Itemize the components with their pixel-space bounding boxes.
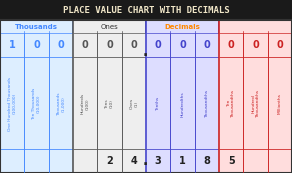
FancyBboxPatch shape [0,33,24,57]
FancyBboxPatch shape [73,20,146,173]
FancyBboxPatch shape [170,33,195,57]
FancyBboxPatch shape [243,33,268,57]
FancyBboxPatch shape [24,33,49,57]
FancyBboxPatch shape [0,20,73,173]
FancyBboxPatch shape [146,149,170,173]
FancyBboxPatch shape [122,33,146,57]
FancyBboxPatch shape [49,33,73,57]
Text: 0: 0 [228,40,234,50]
Text: Thousandths: Thousandths [205,90,209,118]
FancyBboxPatch shape [195,33,219,57]
FancyBboxPatch shape [49,149,73,173]
FancyBboxPatch shape [268,33,292,57]
FancyBboxPatch shape [195,149,219,173]
FancyBboxPatch shape [24,57,49,149]
Text: 8: 8 [204,156,210,166]
Text: PLACE VALUE CHART WITH DECIMALS: PLACE VALUE CHART WITH DECIMALS [63,6,229,15]
FancyBboxPatch shape [0,0,292,20]
Text: Ten
Thousandths: Ten Thousandths [227,90,235,118]
FancyBboxPatch shape [97,33,122,57]
FancyBboxPatch shape [73,57,97,149]
Text: Decimals: Decimals [165,24,200,30]
FancyBboxPatch shape [122,149,146,173]
Text: Ten Thousands
(10,000): Ten Thousands (10,000) [32,88,41,120]
Text: 0: 0 [204,40,210,50]
FancyBboxPatch shape [243,149,268,173]
Text: 0: 0 [155,40,161,50]
Text: 0: 0 [131,40,137,50]
Text: 0: 0 [82,40,88,50]
Text: Hundred
Thousandths: Hundred Thousandths [251,90,260,118]
FancyBboxPatch shape [97,149,122,173]
FancyBboxPatch shape [146,33,170,57]
Text: 0: 0 [106,40,113,50]
Text: Hundredths: Hundredths [180,91,185,117]
FancyBboxPatch shape [0,57,24,149]
Text: 3: 3 [155,156,161,166]
Text: .: . [142,45,147,59]
Text: Tenths: Tenths [156,97,160,111]
FancyBboxPatch shape [219,149,243,173]
Text: Millionths: Millionths [278,93,282,114]
Text: Tens
(10): Tens (10) [105,99,114,109]
FancyBboxPatch shape [195,57,219,149]
FancyBboxPatch shape [268,149,292,173]
Text: 0: 0 [252,40,259,50]
FancyBboxPatch shape [146,57,170,149]
Text: Hundreds
(100): Hundreds (100) [81,93,89,114]
FancyBboxPatch shape [73,149,97,173]
Text: 2: 2 [106,156,113,166]
Text: .: . [142,154,147,168]
FancyBboxPatch shape [268,57,292,149]
FancyBboxPatch shape [49,57,73,149]
Text: 5: 5 [228,156,234,166]
FancyBboxPatch shape [122,57,146,149]
FancyBboxPatch shape [97,57,122,149]
Text: 0: 0 [33,40,40,50]
FancyBboxPatch shape [219,33,243,57]
FancyBboxPatch shape [146,20,219,173]
FancyBboxPatch shape [219,20,292,173]
Text: Ones: Ones [101,24,118,30]
FancyBboxPatch shape [0,149,24,173]
Text: 0: 0 [179,40,186,50]
FancyBboxPatch shape [24,149,49,173]
Text: 4: 4 [131,156,137,166]
Text: Thousands: Thousands [15,24,58,30]
Text: One Hundred Thousands
(100,000): One Hundred Thousands (100,000) [8,77,16,131]
FancyBboxPatch shape [170,149,195,173]
Text: 1: 1 [179,156,186,166]
Text: Ones
(1): Ones (1) [130,98,138,109]
FancyBboxPatch shape [219,57,243,149]
Text: 0: 0 [58,40,64,50]
FancyBboxPatch shape [243,57,268,149]
FancyBboxPatch shape [170,57,195,149]
FancyBboxPatch shape [73,33,97,57]
Text: Thousands
(1,000): Thousands (1,000) [57,92,65,116]
Text: 0: 0 [277,40,283,50]
Text: 1: 1 [9,40,15,50]
